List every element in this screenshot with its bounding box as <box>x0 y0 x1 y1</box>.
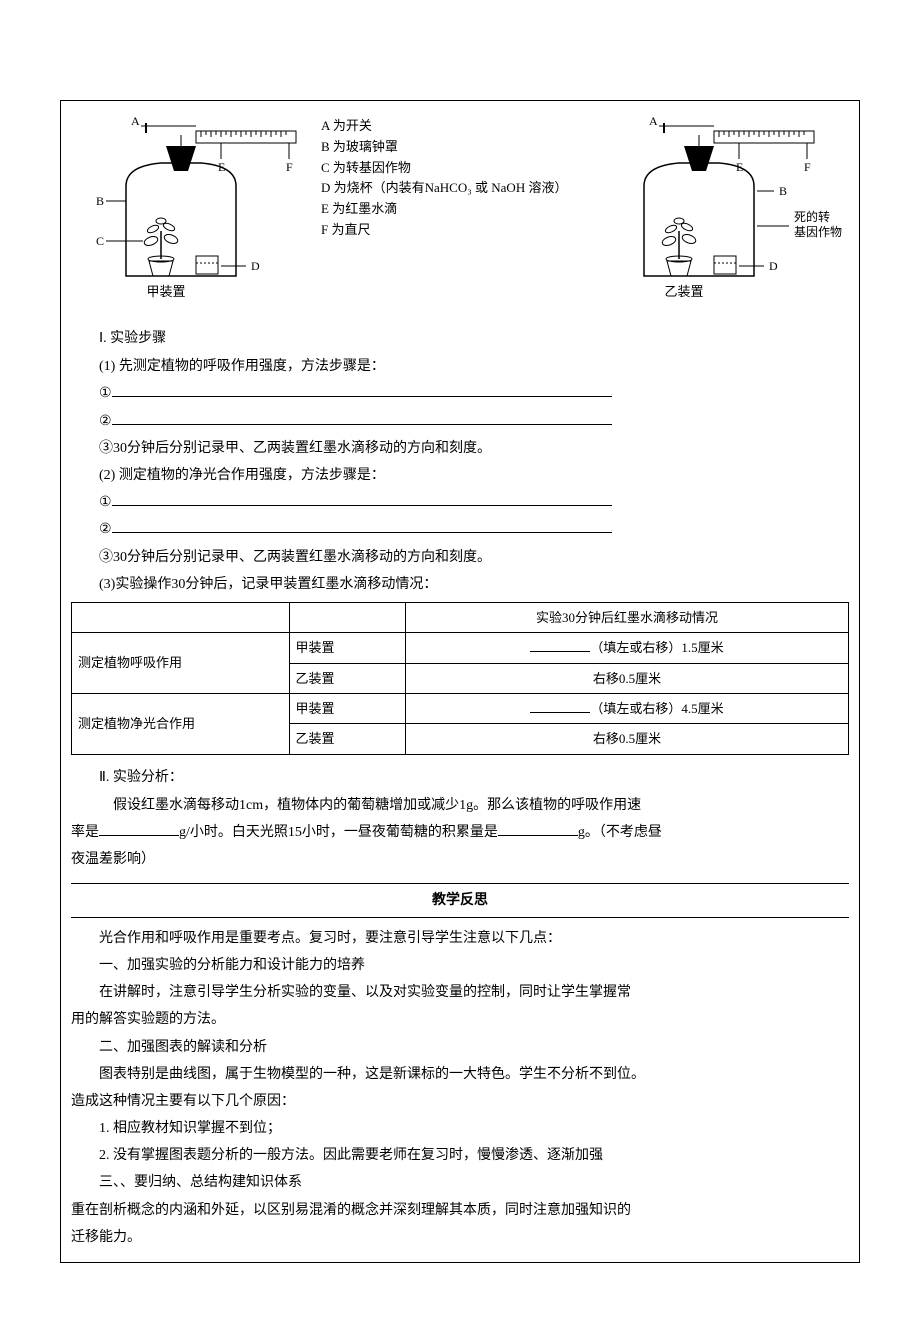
plant-icon-dead <box>661 218 697 276</box>
reflect-heading: 教学反思 <box>71 883 849 918</box>
s1-step2: ② <box>71 409 849 434</box>
reflect-l2: 2. 没有掌握图表题分析的一般方法。因此需要老师在复习时，慢慢渗透、逐渐加强 <box>71 1143 849 1168</box>
row2-label: 测定植物净光合作用 <box>72 694 290 755</box>
s2-2-num: ② <box>99 522 112 537</box>
r1-dev-b: 乙装置 <box>289 663 406 693</box>
s2-p1b-prefix: 率是 <box>71 825 99 840</box>
r1a-cell: （填左或右移）1.5厘米 <box>406 633 849 663</box>
th-col3: 实验30分钟后红墨水滴移动情况 <box>406 602 849 632</box>
label-D: D <box>251 259 260 273</box>
label-F: F <box>286 160 293 174</box>
blank-3 <box>112 492 612 506</box>
blank-4 <box>112 519 612 533</box>
caption-right: 乙装置 <box>664 284 703 299</box>
table-row: 实验30分钟后红墨水滴移动情况 <box>72 602 849 632</box>
r2-dev-b: 乙装置 <box>289 724 406 754</box>
label-B: B <box>96 194 104 208</box>
label-A: A <box>131 114 140 128</box>
reflect-t2: 二、加强图表的解读和分析 <box>71 1035 849 1060</box>
s1-step3: ③30分钟后分别记录甲、乙两装置红墨水滴移动的方向和刻度。 <box>71 436 849 461</box>
label-F2: F <box>804 160 811 174</box>
s1-intro: (1) 先测定植物的呼吸作用强度，方法步骤是： <box>71 354 849 379</box>
reflect-t1: 一、加强实验的分析能力和设计能力的培养 <box>71 953 849 978</box>
s2-p1b: 率是 g/小时。白天光照15小时，一昼夜葡萄糖的积累量是 g。（不考虑昼 <box>71 820 849 845</box>
caption-left: 甲装置 <box>146 284 185 299</box>
s3-intro: (3)实验操作30分钟后，记录甲装置红墨水滴移动情况： <box>71 572 849 597</box>
r2a-suffix: （填左或右移）4.5厘米 <box>590 701 723 716</box>
table-row: 测定植物净光合作用 甲装置 （填左或右移）4.5厘米 <box>72 694 849 724</box>
apparatus-right-svg: A E F <box>589 111 849 311</box>
blank-rate <box>99 822 179 836</box>
blank-accum <box>498 822 578 836</box>
r2-dev-a: 甲装置 <box>289 694 406 724</box>
s1-step1: ① <box>71 381 849 406</box>
legend-D: D 为烧杯（内装有NaHCO₃ 或 NaOH 溶液） <box>321 178 569 199</box>
reflect-p0: 光合作用和呼吸作用是重要考点。复习时，要注意引导学生注意以下几点： <box>71 926 849 951</box>
reflect-p2: 图表特别是曲线图，属于生物模型的一种，这是新课标的一大特色。学生不分析不到位。 <box>71 1062 849 1087</box>
r1-dev-a: 甲装置 <box>289 633 406 663</box>
diagram-left: A E F <box>71 111 301 311</box>
th-col2 <box>289 602 406 632</box>
diagram-right: A E F <box>589 111 849 311</box>
legend-F: F 为直尺 <box>321 220 569 241</box>
legend-B: B 为玻璃钟罩 <box>321 137 569 158</box>
reflect-l1: 1. 相应教材知识掌握不到位； <box>71 1116 849 1141</box>
r1b-cell: 右移0.5厘米 <box>406 663 849 693</box>
th-blank <box>72 602 290 632</box>
legend-A: A 为开关 <box>321 116 569 137</box>
blank-1 <box>112 383 612 397</box>
s2-step1: ① <box>71 490 849 515</box>
s2-p1a: 假设红墨水滴每移动1cm，植物体内的葡萄糖增加或减少1g。那么该植物的呼吸作用速 <box>71 793 849 818</box>
legend-C: C 为转基因作物 <box>321 158 569 179</box>
right-plant-label-2: 基因作物 <box>794 225 842 239</box>
label-A2: A <box>649 114 658 128</box>
s2-p1b-suffix: g。（不考虑昼 <box>578 825 662 840</box>
label-D2: D <box>769 259 778 273</box>
diagram-row: A E F <box>71 111 849 311</box>
row1-label: 测定植物呼吸作用 <box>72 633 290 694</box>
results-table: 实验30分钟后红墨水滴移动情况 测定植物呼吸作用 甲装置 （填左或右移）1.5厘… <box>71 602 849 755</box>
s2-1-num: ① <box>99 495 112 510</box>
table-row: 测定植物呼吸作用 甲装置 （填左或右移）1.5厘米 <box>72 633 849 663</box>
reflect-t3: 三、、要归纳、总结构建知识体系 <box>71 1170 849 1195</box>
legend-E: E 为红墨水滴 <box>321 199 569 220</box>
s2-step2: ② <box>71 517 849 542</box>
s2-p1b-mid: g/小时。白天光照15小时，一昼夜葡萄糖的积累量是 <box>179 825 498 840</box>
reflect-p3: 重在剖析概念的内涵和外延，以区别易混淆的概念并深刻理解其本质，同时注意加强知识的 <box>71 1198 849 1223</box>
s2-intro: (2) 测定植物的净光合作用强度，方法步骤是： <box>71 463 849 488</box>
s2-p1c: 夜温差影响） <box>71 847 849 872</box>
s1-2-num: ② <box>99 414 112 429</box>
r1a-suffix: （填左或右移）1.5厘米 <box>590 640 723 655</box>
reflect-p2b: 造成这种情况主要有以下几个原因： <box>71 1089 849 1114</box>
reflect-p1: 在讲解时，注意引导学生分析实验的变量、以及对实验变量的控制，同时让学生掌握常 <box>71 980 849 1005</box>
r2a-cell: （填左或右移）4.5厘米 <box>406 694 849 724</box>
label-B2: B <box>779 184 787 198</box>
reflect-p3b: 迁移能力。 <box>71 1225 849 1250</box>
section1-title: Ⅰ. 实验步骤 <box>71 326 849 351</box>
s1-1-num: ① <box>99 386 112 401</box>
apparatus-left-svg: A E F <box>71 111 301 311</box>
blank-r2a <box>530 700 590 713</box>
s2-step3: ③30分钟后分别记录甲、乙两装置红墨水滴移动的方向和刻度。 <box>71 545 849 570</box>
reflect-p1b: 用的解答实验题的方法。 <box>71 1007 849 1032</box>
r2b-cell: 右移0.5厘米 <box>406 724 849 754</box>
label-C: C <box>96 234 104 248</box>
right-plant-label-1: 死的转 <box>794 209 830 224</box>
blank-2 <box>112 411 612 425</box>
plant-icon <box>143 218 179 276</box>
blank-r1a <box>530 639 590 652</box>
document-frame: A E F <box>60 100 860 1263</box>
diagram-legend: A 为开关 B 为玻璃钟罩 C 为转基因作物 D 为烧杯（内装有NaHCO₃ 或… <box>321 111 569 241</box>
section2-title: Ⅱ. 实验分析： <box>71 765 849 790</box>
